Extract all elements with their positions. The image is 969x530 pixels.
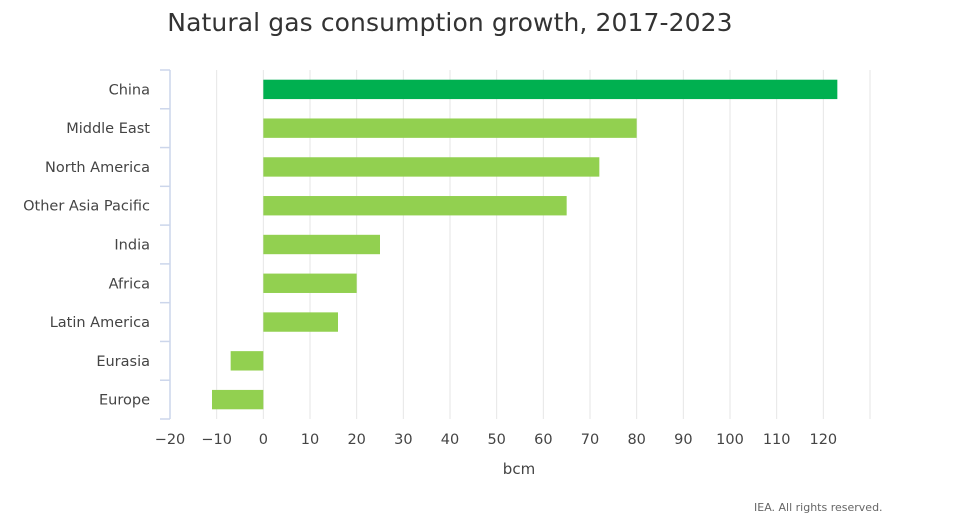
x-tick-label: −10 — [201, 432, 232, 448]
category-labels: China Middle East North America Other Asia … — [23, 82, 150, 408]
x-tick-label: 40 — [441, 432, 459, 448]
category-label: Latin America — [50, 315, 150, 331]
category-label: Eurasia — [96, 354, 150, 370]
bar[interactable] — [263, 79, 838, 100]
bar[interactable] — [263, 196, 567, 216]
bar[interactable] — [263, 118, 637, 138]
copyright-credit: IEA. All rights reserved. — [754, 501, 883, 514]
bar[interactable] — [263, 157, 600, 177]
x-tick-label: 120 — [809, 432, 837, 448]
x-tick-label: 10 — [301, 432, 319, 448]
x-tick-label: 60 — [534, 432, 552, 448]
axes — [160, 69, 171, 420]
category-label: Africa — [109, 276, 150, 292]
x-tick-label: 90 — [674, 432, 692, 448]
x-tick-label: 80 — [627, 432, 645, 448]
bar[interactable] — [263, 234, 380, 255]
bar[interactable] — [212, 389, 264, 410]
x-axis-title: bcm — [503, 460, 535, 478]
x-tick-label: 70 — [581, 432, 599, 448]
bar[interactable] — [230, 351, 264, 371]
category-label: Other Asia Pacific — [23, 199, 150, 215]
x-tick-label: 50 — [487, 432, 505, 448]
x-tick-label: 20 — [347, 432, 365, 448]
bars — [212, 79, 838, 410]
x-tick-label: 30 — [394, 432, 412, 448]
bar[interactable] — [263, 312, 338, 332]
bar[interactable] — [263, 273, 357, 293]
chart-title: Natural gas consumption growth, 2017-202… — [167, 8, 733, 37]
x-tick-label: 0 — [259, 432, 268, 448]
category-label: India — [114, 238, 150, 254]
x-tick-label: 110 — [763, 432, 791, 448]
tick-labels: −20 −10 0 10 20 30 40 50 60 70 80 90 100 110 120 — [155, 432, 837, 448]
x-tick-label: −20 — [155, 432, 186, 448]
category-label: Middle East — [66, 121, 150, 137]
category-label: Europe — [99, 393, 150, 409]
x-tick-label: 100 — [716, 432, 744, 448]
category-label: North America — [45, 160, 150, 176]
category-label: China — [109, 82, 150, 98]
